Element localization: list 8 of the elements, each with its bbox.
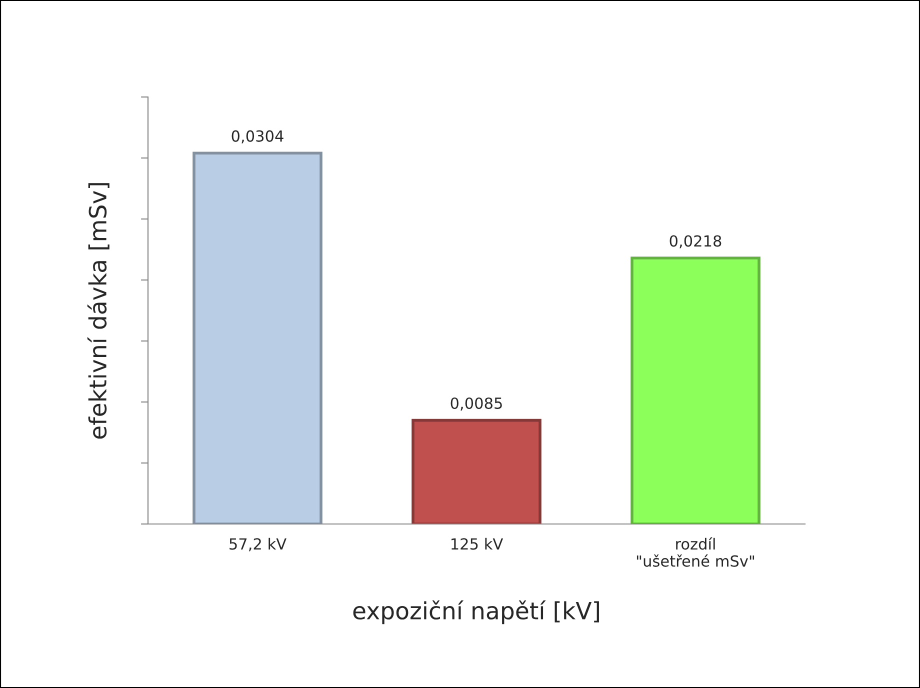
data-label: 0,0085: [450, 397, 502, 411]
x-tick-label: 57,2 kV: [230, 538, 286, 552]
x-tick-label: 125 kV: [452, 538, 504, 550]
x-tick-label: rozdíl "ušetřené mSv": [636, 537, 754, 567]
data-label: 0,0218: [670, 235, 722, 248]
data-label: 0,0304: [232, 130, 284, 144]
x-axis-title: expoziční napětí [kV]: [353, 600, 599, 624]
y-axis-title: efektivní dávka [mSv]: [87, 183, 110, 439]
